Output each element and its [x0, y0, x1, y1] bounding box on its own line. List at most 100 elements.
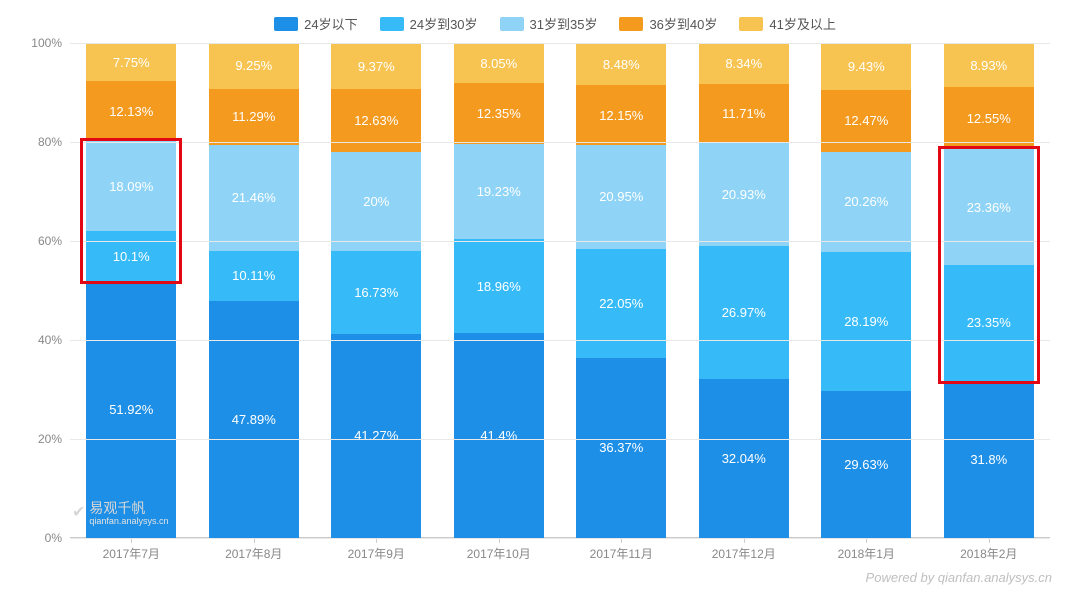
segment-value-label: 28.19% [844, 314, 888, 329]
legend-swatch [500, 17, 524, 31]
bar-segment: 47.89% [209, 301, 299, 538]
bar-segment: 12.15% [576, 85, 666, 145]
bar-segment: 8.34% [699, 43, 789, 84]
segment-value-label: 12.13% [109, 104, 153, 119]
bar-segment: 20.93% [699, 142, 789, 246]
segment-value-label: 20.26% [844, 194, 888, 209]
segment-value-label: 8.93% [970, 58, 1007, 73]
legend-label: 24岁以下 [304, 14, 357, 33]
bar-segment: 41.27% [331, 334, 421, 538]
segment-value-label: 23.35% [967, 315, 1011, 330]
bar-segment: 11.71% [699, 84, 789, 142]
grid-line [70, 241, 1050, 242]
bar-segment: 9.37% [331, 43, 421, 89]
bar-segment: 26.97% [699, 246, 789, 380]
segment-value-label: 26.97% [722, 305, 766, 320]
segment-value-label: 12.35% [477, 106, 521, 121]
bar-segment: 11.29% [209, 89, 299, 145]
segment-value-label: 32.04% [722, 451, 766, 466]
segment-value-label: 8.48% [603, 57, 640, 72]
bar-segment: 8.05% [454, 43, 544, 83]
y-axis-label: 100% [22, 36, 62, 50]
bar-segment: 19.23% [454, 144, 544, 239]
bar-group: 8.34%11.71%20.93%26.97%32.04%2017年12月 [699, 43, 789, 538]
attribution-text: Powered by qianfan.analysys.cn [866, 570, 1052, 585]
bar-group: 8.48%12.15%20.95%22.05%36.37%2017年11月 [576, 43, 666, 538]
segment-value-label: 29.63% [844, 457, 888, 472]
segment-value-label: 23.36% [967, 200, 1011, 215]
bar-segment: 41.4% [454, 333, 544, 538]
y-axis-label: 0% [22, 531, 62, 545]
segment-value-label: 18.09% [109, 179, 153, 194]
segment-value-label: 9.25% [235, 58, 272, 73]
y-axis-label: 80% [22, 135, 62, 149]
segment-value-label: 12.55% [967, 111, 1011, 126]
segment-value-label: 7.75% [113, 55, 150, 70]
bar-segment: 10.11% [209, 251, 299, 301]
bar-segment: 20.95% [576, 145, 666, 249]
stacked-bar-chart: 24岁以下 24岁到30岁 31岁到35岁 36岁到40岁 41岁及以上 7.75% 12… [0, 0, 1080, 591]
bar-segment: 28.19% [821, 252, 911, 392]
legend-swatch [274, 17, 298, 31]
segment-value-label: 22.05% [599, 296, 643, 311]
x-axis-label: 2017年12月 [712, 545, 776, 562]
x-axis-label: 2017年7月 [103, 545, 160, 562]
segment-value-label: 36.37% [599, 440, 643, 455]
bar-segment: 12.55% [944, 87, 1034, 149]
bar-segment: 9.43% [821, 43, 911, 90]
segment-value-label: 12.63% [354, 113, 398, 128]
bar-group: 9.25%11.29%21.46%10.11%47.89%2017年8月 [209, 43, 299, 538]
bar-segment: 32.04% [699, 379, 789, 538]
segment-value-label: 41.4% [480, 428, 517, 443]
segment-value-label: 12.47% [844, 113, 888, 128]
bar-group: 9.43%12.47%20.26%28.19%29.63%2018年1月 [821, 43, 911, 538]
segment-value-label: 20.93% [722, 187, 766, 202]
bar-segment: 18.96% [454, 239, 544, 333]
bar-segment: 22.05% [576, 249, 666, 358]
bars-container: 7.75%12.13%18.09%10.1%51.92%2017年7月9.25%… [70, 43, 1050, 538]
segment-value-label: 16.73% [354, 285, 398, 300]
bar-segment: 12.13% [86, 81, 176, 141]
bar-segment: 10.1% [86, 231, 176, 281]
x-axis-label: 2017年9月 [348, 545, 405, 562]
bar-segment: 23.35% [944, 265, 1034, 381]
bar-segment: 9.25% [209, 43, 299, 89]
segment-value-label: 8.05% [480, 56, 517, 71]
segment-value-label: 19.23% [477, 184, 521, 199]
x-axis-label: 2017年10月 [467, 545, 531, 562]
bar-segment: 8.48% [576, 43, 666, 85]
bar-segment: 20.26% [821, 152, 911, 252]
segment-value-label: 47.89% [232, 412, 276, 427]
legend-item: 41岁及以上 [739, 14, 835, 33]
segment-value-label: 9.43% [848, 59, 885, 74]
segment-value-label: 20.95% [599, 189, 643, 204]
legend-swatch [739, 17, 763, 31]
y-axis-label: 40% [22, 333, 62, 347]
bar-group: 7.75%12.13%18.09%10.1%51.92%2017年7月 [86, 43, 176, 538]
plot-area: 7.75%12.13%18.09%10.1%51.92%2017年7月9.25%… [70, 43, 1050, 538]
x-axis-label: 2017年11月 [590, 545, 653, 562]
legend-item: 24岁以下 [274, 14, 357, 33]
bar-segment: 36.37% [576, 358, 666, 538]
grid-line [70, 43, 1050, 44]
legend-item: 31岁到35岁 [500, 14, 598, 33]
legend-swatch [380, 17, 404, 31]
watermark: ✔ 易观千帆 qianfan.analysys.cn [72, 498, 168, 526]
chart-legend: 24岁以下 24岁到30岁 31岁到35岁 36岁到40岁 41岁及以上 [60, 10, 1050, 43]
legend-item: 36岁到40岁 [619, 14, 717, 33]
watermark-sub: qianfan.analysys.cn [89, 516, 168, 526]
legend-label: 24岁到30岁 [410, 14, 478, 33]
bar-group: 9.37%12.63%20%16.73%41.27%2017年9月 [331, 43, 421, 538]
legend-label: 31岁到35岁 [530, 14, 598, 33]
segment-value-label: 8.34% [725, 56, 762, 71]
y-axis-label: 20% [22, 432, 62, 446]
segment-value-label: 31.8% [970, 452, 1007, 467]
x-axis-label: 2017年8月 [225, 545, 282, 562]
x-axis-label: 2018年2月 [960, 545, 1017, 562]
bar-segment: 31.8% [944, 381, 1034, 538]
bar-segment: 23.36% [944, 149, 1034, 265]
x-axis-label: 2018年1月 [838, 545, 895, 562]
bar-segment: 12.35% [454, 83, 544, 144]
segment-value-label: 9.37% [358, 59, 395, 74]
segment-value-label: 51.92% [109, 402, 153, 417]
